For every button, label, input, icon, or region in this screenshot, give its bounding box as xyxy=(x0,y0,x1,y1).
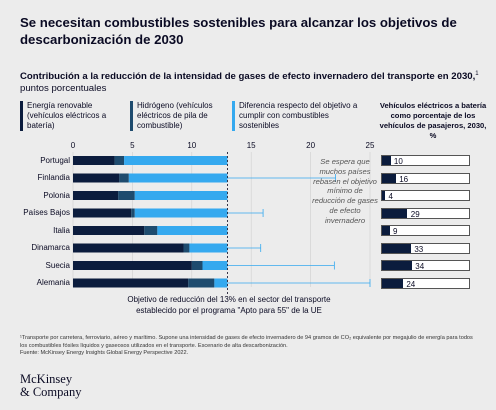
legend-swatch-gap xyxy=(232,101,235,131)
bar-gap-6 xyxy=(202,261,228,270)
x-tick-label-5: 5 xyxy=(130,141,135,150)
x-tick-label-10: 10 xyxy=(187,141,196,150)
bar-gap-1 xyxy=(128,173,228,183)
bar-renewable-3 xyxy=(73,208,132,218)
bar-renewable-1 xyxy=(73,173,120,183)
bar-hydrogen-1 xyxy=(119,173,129,183)
bar-hydrogen-6 xyxy=(191,261,203,270)
footnote: ¹Transporte por carretera, ferroviario, … xyxy=(20,335,480,358)
ev-bar-fill-3 xyxy=(382,208,408,218)
subtitle-footnote-mark: 1 xyxy=(475,71,479,77)
x-axis-ticks: 0 5 10 15 20 25 xyxy=(71,141,375,150)
bar-gap-5 xyxy=(189,243,228,253)
ev-bar-fill-0 xyxy=(382,156,391,165)
ev-bar-track-3: 29 xyxy=(381,207,470,219)
ev-value-label-0: 10 xyxy=(393,157,403,166)
bar-gap-4 xyxy=(157,226,228,235)
category-label-2: Polonia xyxy=(43,190,70,200)
brand-line-2: & Company xyxy=(20,385,82,399)
category-label-5: Dinamarca xyxy=(31,243,70,252)
ev-bar-fill-2 xyxy=(382,191,386,200)
ev-bar-track-0: 10 xyxy=(381,155,470,166)
brand-line-1: McKinsey xyxy=(20,372,73,386)
category-label-0: Portugal xyxy=(40,155,70,165)
ev-value-label-5: 33 xyxy=(414,244,424,254)
bar-gap-3 xyxy=(134,208,228,218)
ev-value-label-7: 24 xyxy=(406,279,416,289)
ev-value-label-1: 16 xyxy=(399,174,409,184)
chart-title: Se necesitan combustibles sostenibles pa… xyxy=(20,15,457,47)
ev-bar-fill-7 xyxy=(382,278,403,288)
ev-share-title: Vehículos eléctricos a batería como porc… xyxy=(379,101,487,140)
legend-swatch-hydrogen xyxy=(130,101,133,131)
ev-bar-fill-5 xyxy=(382,243,411,253)
ev-bar-track-4: 9 xyxy=(381,225,470,236)
bar-hydrogen-2 xyxy=(118,191,135,200)
legend-swatch-renewable xyxy=(20,101,23,131)
ev-value-label-3: 29 xyxy=(410,209,420,219)
bar-renewable-6 xyxy=(73,261,192,270)
bar-gap-2 xyxy=(134,191,228,200)
bar-renewable-4 xyxy=(73,226,145,235)
ev-bar-track-5: 33 xyxy=(381,242,470,254)
ev-bar-fill-6 xyxy=(382,261,412,270)
subtitle-main: Contribución a la reducción de la intens… xyxy=(20,71,476,83)
bar-hydrogen-7 xyxy=(188,278,215,288)
mckinsey-logo: McKinsey & Company xyxy=(20,373,81,399)
ev-value-label-2: 4 xyxy=(388,192,393,201)
ev-value-label-4: 9 xyxy=(393,227,398,236)
category-label-7: Alemania xyxy=(36,278,70,287)
chart-overshoots xyxy=(227,174,371,287)
source-text: Fuente: McKinsey Energy Insights Global … xyxy=(20,350,189,357)
bar-hydrogen-3 xyxy=(131,208,135,218)
category-label-4: Italia xyxy=(53,225,70,235)
chart-subtitle: Contribución a la reducción de la intens… xyxy=(20,68,490,95)
ev-bar-track-1: 16 xyxy=(381,172,470,184)
bar-gap-0 xyxy=(124,156,228,165)
x-tick-label-20: 20 xyxy=(306,141,315,150)
footnote-text: ¹Transporte por carretera, ferroviario, … xyxy=(20,335,473,349)
subtitle-unit: puntos porcentuales xyxy=(20,83,107,95)
category-label-3: Países Bajos xyxy=(23,208,70,217)
bar-renewable-0 xyxy=(73,156,115,165)
bar-gap-7 xyxy=(214,278,228,288)
category-label-1: Finlandia xyxy=(37,173,70,182)
legend-label-gap: Diferencia respecto del objetivo a cumpl… xyxy=(239,101,358,130)
ev-bar-track-7: 24 xyxy=(381,277,470,289)
bar-hydrogen-4 xyxy=(144,226,158,235)
ev-bar-track-2: 4 xyxy=(381,190,470,201)
ev-bar-fill-4 xyxy=(382,226,390,235)
bar-hydrogen-5 xyxy=(183,243,190,253)
category-label-6: Suecia xyxy=(45,260,70,270)
ev-value-label-6: 34 xyxy=(415,262,425,271)
bar-renewable-2 xyxy=(73,191,119,200)
chart-bars xyxy=(73,156,228,288)
x-tick-label-15: 15 xyxy=(247,141,256,150)
x-tick-label-25: 25 xyxy=(366,141,375,150)
target-note: Objetivo de reducción del 13% en el sect… xyxy=(127,295,331,315)
bar-renewable-5 xyxy=(73,243,184,253)
bar-hydrogen-0 xyxy=(114,156,125,165)
ev-bar-fill-1 xyxy=(382,173,396,183)
legend-item-renewable: Energía renovable (vehículos eléctricos … xyxy=(20,101,112,133)
annotation-text: Se espera que muchos países rebasen el o… xyxy=(312,157,378,225)
ev-bar-track-6: 34 xyxy=(381,260,470,271)
legend-label-renewable: Energía renovable (vehículos eléctricos … xyxy=(27,101,107,130)
legend-item-hydrogen: Hidrógeno (vehículos eléctricos de pila … xyxy=(130,101,230,133)
x-tick-label-0: 0 xyxy=(71,141,76,150)
bar-renewable-7 xyxy=(73,278,189,288)
legend-item-gap: Diferencia respecto del objetivo a cumpl… xyxy=(232,101,362,133)
legend-label-hydrogen: Hidrógeno (vehículos eléctricos de pila … xyxy=(137,101,213,130)
